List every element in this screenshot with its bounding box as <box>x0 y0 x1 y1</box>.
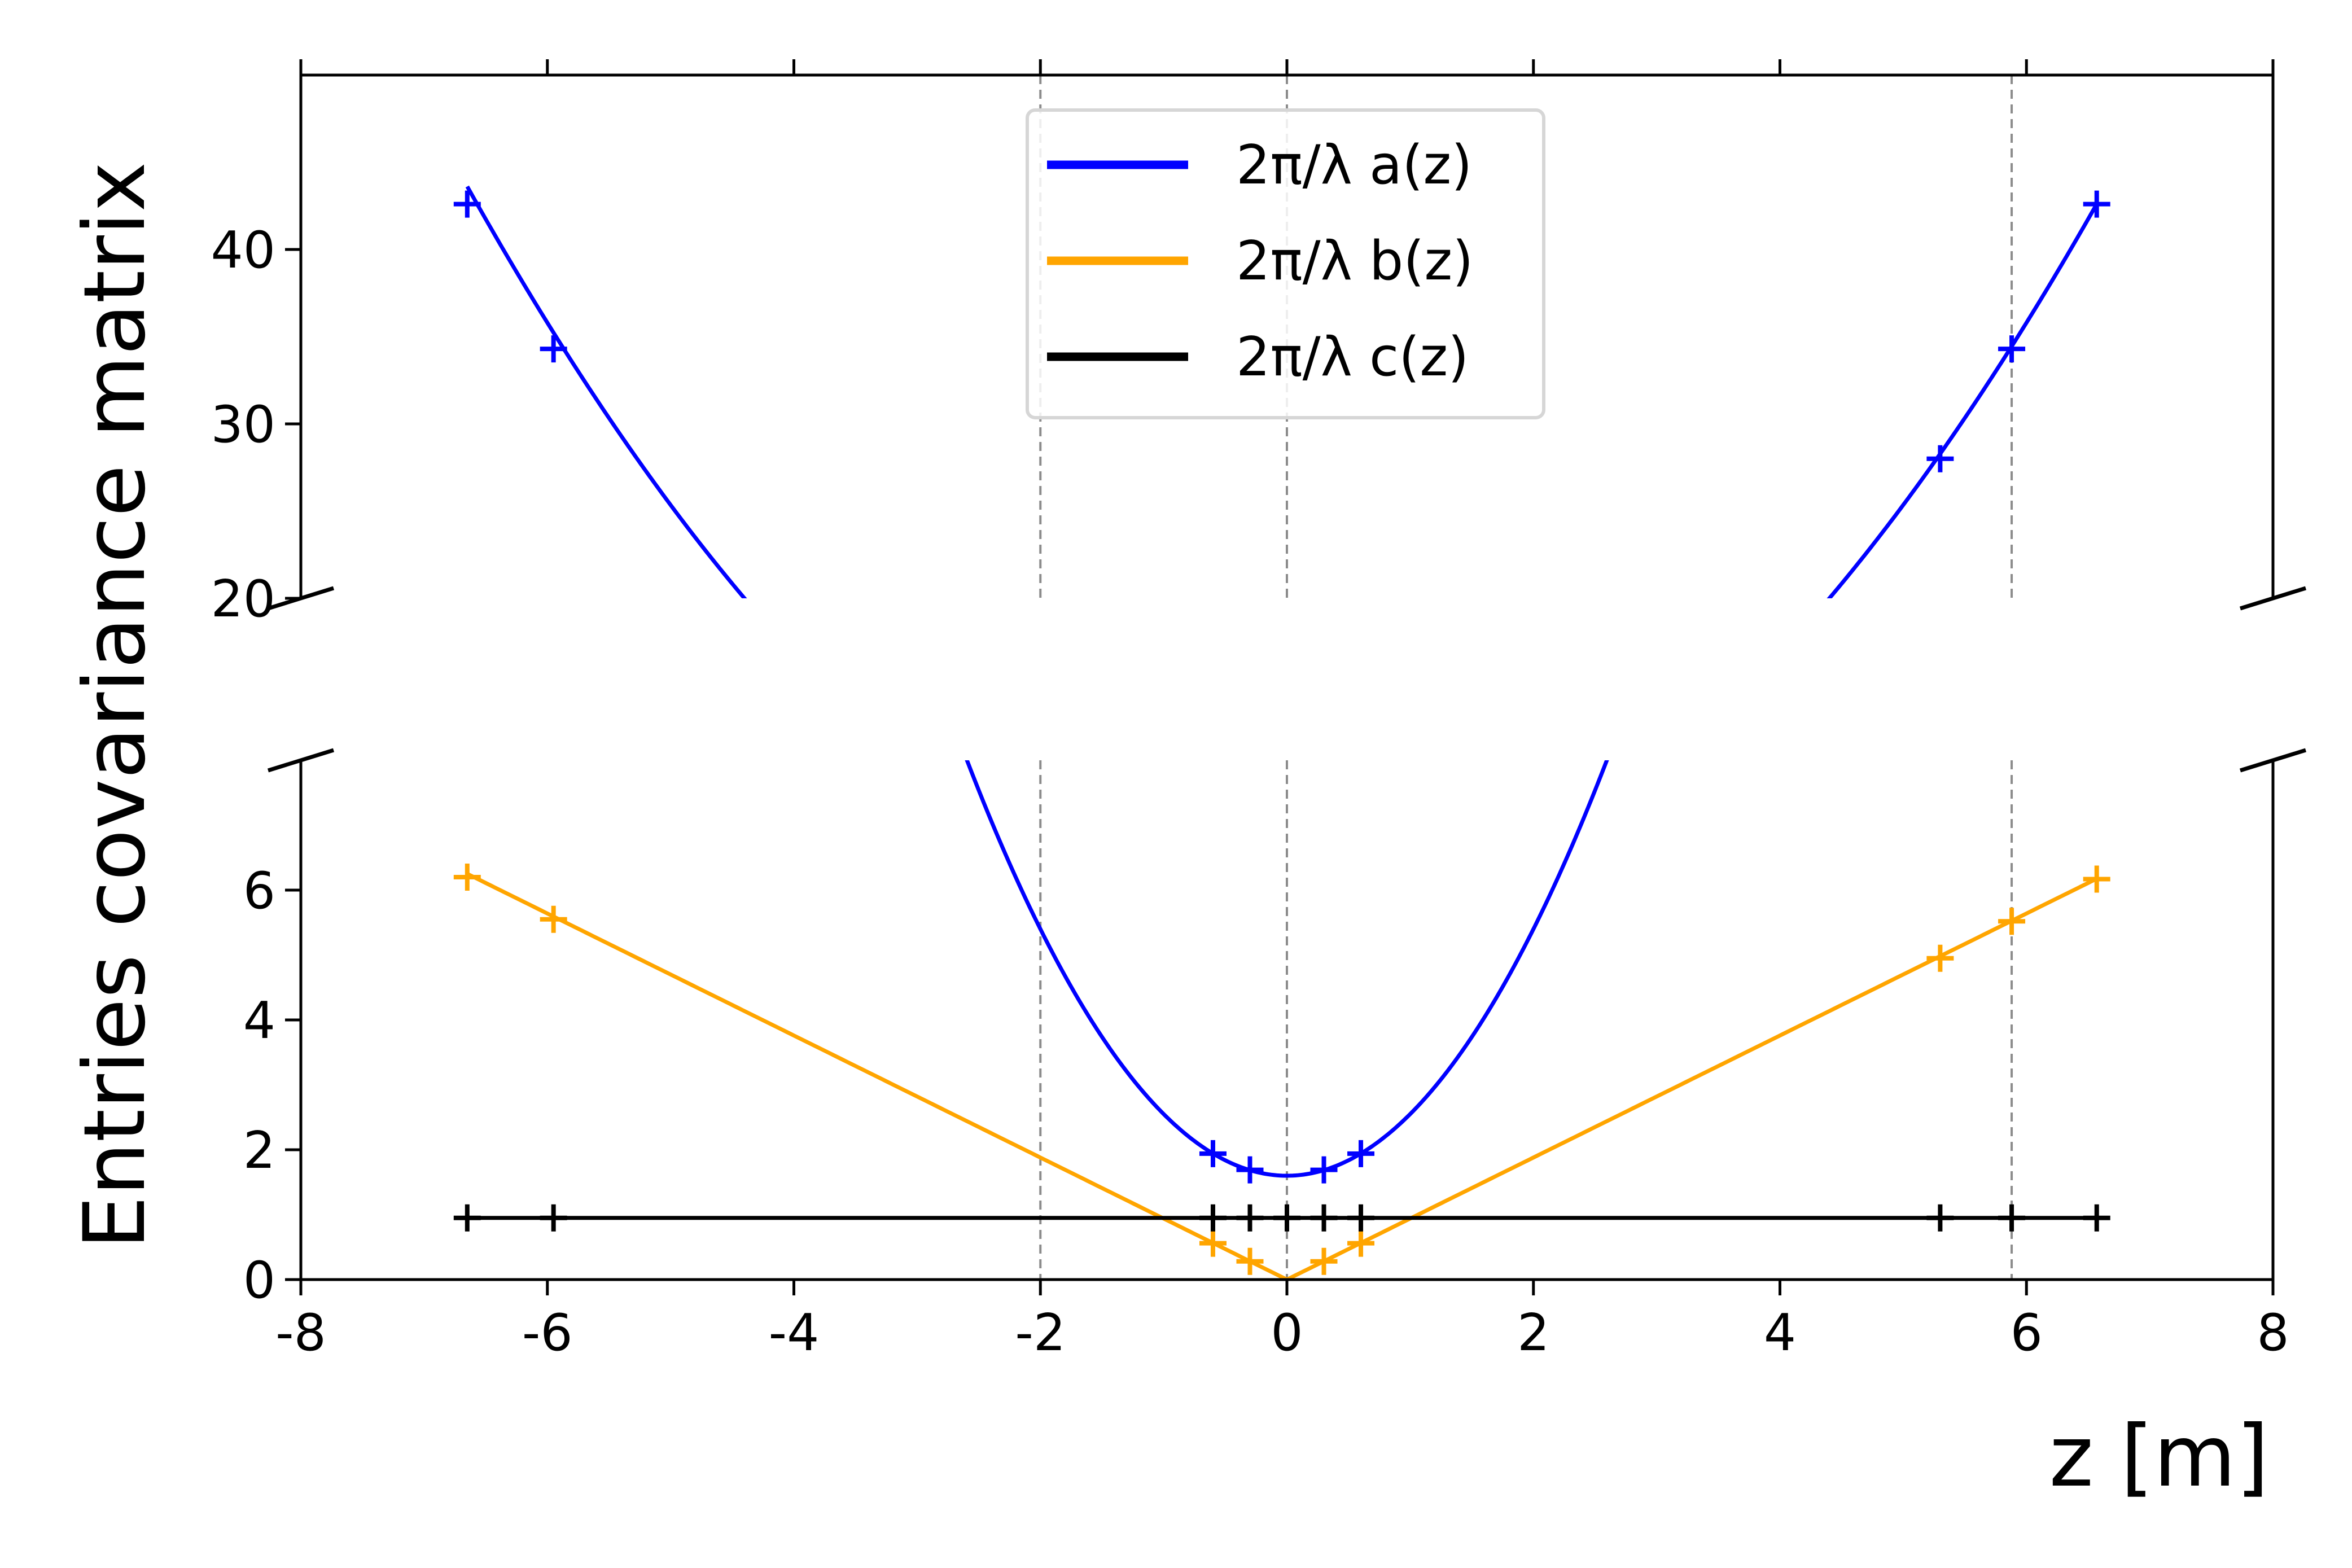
x-tick-label-4: 0 <box>1271 1303 1303 1363</box>
upper-series <box>453 185 2110 598</box>
legend-label-a: 2π/λ a(z) <box>1236 134 1472 196</box>
series-marker-2-5 <box>1310 1204 1338 1232</box>
legend-frame <box>1026 108 1545 419</box>
series-marker-0-4 <box>1310 1156 1338 1184</box>
x-axis-label: z [m] <box>2049 1408 2269 1506</box>
series-marker-1-0 <box>453 864 481 891</box>
upper-y-tick-label-0: 20 <box>211 570 275 629</box>
series-marker-0-6 <box>1926 445 1954 472</box>
legend-label-c: 2π/λ c(z) <box>1236 326 1469 388</box>
series-marker-0-7 <box>1998 335 2026 363</box>
break-mark-0 <box>267 586 335 611</box>
lower-axes: -8 -6 -4 -2 0 2 4 6 8 0 2 4 6 <box>243 760 2289 1363</box>
series-marker-2-2 <box>1199 1204 1227 1232</box>
series-marker-0-1 <box>540 335 567 363</box>
series-line-upper-0 <box>465 185 2099 598</box>
lower-panel: -8 -6 -4 -2 0 2 4 6 8 0 2 4 6 <box>243 760 2289 1363</box>
series-marker-1-5 <box>1347 1229 1375 1257</box>
series-line-lower-0 <box>965 760 1609 1178</box>
series-marker-1-2 <box>1199 1229 1227 1257</box>
break-mark-2 <box>267 748 335 773</box>
x-tick-label-6: 4 <box>1764 1303 1796 1363</box>
lower-y-tick-label-1: 2 <box>243 1121 275 1180</box>
series-marker-0-5 <box>1347 1140 1375 1167</box>
series-marker-2-7 <box>1926 1204 1954 1232</box>
break-mark-1 <box>2239 586 2307 611</box>
break-mark-3 <box>2239 748 2307 773</box>
legend-label-b: 2π/λ b(z) <box>1236 230 1473 292</box>
lower-y-tick-label-3: 6 <box>243 861 275 921</box>
series-marker-2-6 <box>1347 1204 1375 1232</box>
x-tick-label-8: 8 <box>2257 1303 2289 1363</box>
legend: 2π/λ a(z) 2π/λ b(z) 2π/λ c(z) <box>1026 108 1545 419</box>
x-tick-label-2: -4 <box>769 1303 820 1363</box>
series-marker-1-1 <box>540 905 567 933</box>
series-marker-1-7 <box>1998 908 2026 935</box>
series-marker-1-4 <box>1310 1247 1338 1275</box>
series-marker-0-8 <box>2083 190 2110 218</box>
series-marker-1-8 <box>2083 865 2110 893</box>
x-tick-label-3: -2 <box>1015 1303 1066 1363</box>
series-marker-2-4 <box>1273 1204 1300 1232</box>
x-tick-label-7: 6 <box>2011 1303 2043 1363</box>
series-marker-2-9 <box>2083 1204 2110 1232</box>
lower-y-tick-label-2: 4 <box>243 991 275 1050</box>
x-tick-label-5: 2 <box>1517 1303 1549 1363</box>
upper-panel: 20 30 40 <box>211 59 2275 629</box>
upper-y-tick-label-1: 30 <box>211 395 275 454</box>
series-line-lower-1 <box>466 871 2098 1280</box>
series-marker-0-2 <box>1199 1140 1227 1167</box>
axis-break-marks <box>267 586 2307 773</box>
series-marker-2-0 <box>453 1204 481 1232</box>
series-marker-2-1 <box>540 1204 567 1232</box>
series-marker-1-6 <box>1926 944 1954 972</box>
series-marker-2-8 <box>1998 1204 2026 1232</box>
lower-y-tick-label-0: 0 <box>243 1251 275 1310</box>
series-marker-0-0 <box>453 190 481 218</box>
series-marker-2-3 <box>1236 1204 1264 1232</box>
x-tick-label-1: -6 <box>522 1303 573 1363</box>
lower-series <box>453 760 2110 1280</box>
lower-reference-lines <box>1039 760 2013 1280</box>
series-marker-0-3 <box>1236 1156 1264 1184</box>
upper-y-tick-label-2: 40 <box>211 221 275 280</box>
y-axis-label: Entries covariance matrix <box>66 162 164 1250</box>
x-tick-label-0: -8 <box>275 1303 326 1363</box>
upper-axes: 20 30 40 <box>211 59 2275 629</box>
series-marker-1-3 <box>1236 1247 1264 1275</box>
